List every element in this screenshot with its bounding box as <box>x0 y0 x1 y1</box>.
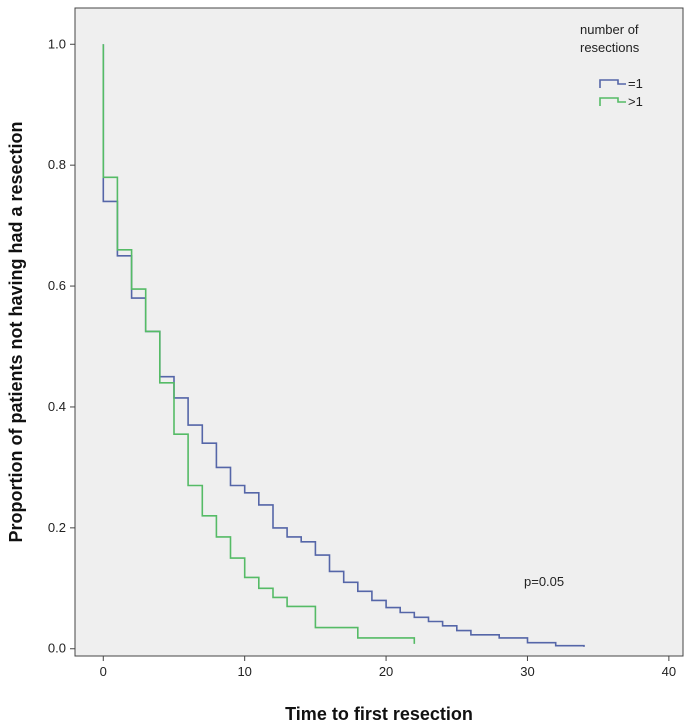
y-tick-label: 1.0 <box>48 36 66 51</box>
series-layer <box>102 44 585 647</box>
legend-title-line-1: number of <box>580 22 639 37</box>
x-tick-label: 10 <box>237 664 251 679</box>
legend-swatch-gt1 <box>599 97 626 106</box>
axes: 0 10 20 30 40 0.0 0.2 0.4 0.6 0.8 1.0 <box>48 36 676 679</box>
y-axis-title: Proportion of patients not having had a … <box>6 121 26 542</box>
series-line-eq1 <box>102 44 585 647</box>
y-tick-label: 0.4 <box>48 399 66 414</box>
y-tick-label: 0.2 <box>48 520 66 535</box>
y-tick-label: 0.0 <box>48 641 66 656</box>
y-tick-label: 0.8 <box>48 157 66 172</box>
p-value-annotation: p=0.05 <box>524 574 564 589</box>
legend: number of resections =1 >1 <box>572 14 672 112</box>
x-tick-label: 40 <box>662 664 676 679</box>
plot-area <box>74 7 684 657</box>
legend-label-gt1: >1 <box>628 94 643 109</box>
series-line-gt1 <box>102 44 416 644</box>
legend-title-line-2: resections <box>580 40 640 55</box>
x-tick-label: 30 <box>520 664 534 679</box>
x-axis-title: Time to first resection <box>285 704 473 724</box>
x-tick-label: 20 <box>379 664 393 679</box>
legend-box <box>572 14 672 112</box>
y-tick-label: 0.6 <box>48 278 66 293</box>
legend-label-eq1: =1 <box>628 76 643 91</box>
x-tick-label: 0 <box>100 664 107 679</box>
legend-swatch-eq1 <box>599 79 626 88</box>
